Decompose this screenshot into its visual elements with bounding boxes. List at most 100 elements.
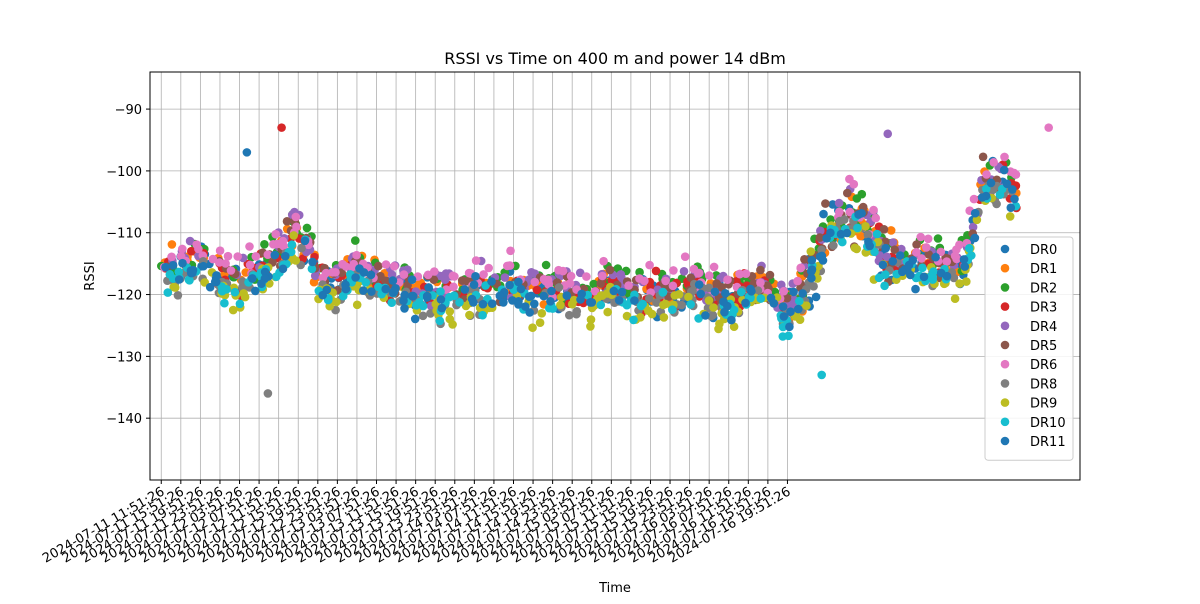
data-point-dr11 — [741, 298, 750, 308]
legend-marker — [1000, 340, 1010, 350]
data-point-dr10 — [965, 244, 974, 253]
legend-label: DR11 — [1030, 435, 1066, 450]
data-point-dr10 — [307, 264, 317, 274]
data-point-dr11 — [807, 265, 817, 274]
data-point-dr6 — [464, 268, 474, 278]
data-point-dr11 — [807, 273, 816, 283]
data-point-dr9 — [950, 294, 960, 304]
data-point-dr11 — [970, 208, 980, 218]
data-point-dr11 — [720, 307, 729, 317]
data-point-dr9 — [528, 323, 537, 333]
data-point-dr9 — [813, 274, 822, 283]
data-point-dr6 — [215, 246, 225, 255]
data-point-dr9 — [598, 291, 607, 300]
data-point-dr4 — [679, 267, 689, 276]
data-point-dr11 — [779, 312, 789, 321]
data-point-dr6 — [352, 250, 361, 260]
data-point-dr8 — [809, 282, 818, 291]
data-point-dr10 — [455, 298, 464, 307]
data-point-dr10 — [967, 251, 976, 260]
data-point-dr6 — [917, 254, 926, 263]
data-point-dr11 — [931, 252, 940, 262]
legend-marker — [1000, 417, 1010, 427]
data-point-dr11 — [388, 276, 398, 285]
data-point-dr11 — [986, 178, 996, 188]
y-axis-label: RSSI — [83, 261, 98, 290]
data-point-dr11 — [888, 257, 898, 266]
data-point-dr8 — [840, 215, 849, 224]
data-point-dr11 — [842, 228, 852, 238]
data-point-dr5 — [821, 199, 830, 208]
data-point-dr11 — [422, 291, 432, 301]
data-point-dr8 — [263, 389, 273, 398]
data-point-dr9 — [852, 244, 861, 254]
data-point-dr6 — [950, 251, 960, 261]
data-point-dr11 — [919, 272, 929, 282]
data-point-dr10 — [880, 281, 889, 291]
data-point-dr10 — [870, 247, 879, 257]
data-point-dr11 — [161, 262, 170, 272]
data-point-dr6 — [226, 266, 236, 275]
data-point-dr4 — [883, 129, 893, 139]
data-point-dr6 — [554, 265, 563, 275]
data-point-dr3 — [532, 285, 542, 295]
data-point-dr10 — [982, 184, 991, 194]
data-point-dr11 — [785, 322, 794, 332]
data-point-dr5 — [978, 152, 988, 162]
data-point-dr11 — [436, 295, 446, 304]
data-point-dr10 — [686, 300, 695, 309]
data-point-dr10 — [756, 294, 766, 303]
data-point-dr11 — [1010, 194, 1019, 204]
data-point-dr6 — [399, 270, 409, 279]
data-point-dr9 — [861, 222, 870, 231]
data-point-dr6 — [176, 251, 186, 261]
legend-label: DR5 — [1030, 339, 1057, 354]
data-point-dr6 — [871, 213, 880, 223]
data-point-dr5 — [890, 245, 899, 254]
data-point-dr11 — [188, 268, 197, 278]
data-point-dr9 — [955, 279, 964, 288]
data-point-dr6 — [942, 257, 951, 266]
data-point-dr8 — [863, 230, 873, 240]
data-point-dr10 — [412, 301, 421, 310]
data-point-dr10 — [881, 270, 890, 279]
data-point-dr11 — [819, 209, 828, 219]
data-point-dr9 — [448, 320, 457, 329]
data-point-dr8 — [645, 294, 654, 303]
data-point-dr11 — [710, 287, 720, 297]
data-point-dr6 — [208, 254, 218, 264]
data-point-dr5 — [879, 225, 889, 234]
data-point-dr6 — [471, 256, 481, 265]
data-point-dr10 — [220, 298, 229, 308]
legend-label: DR4 — [1030, 320, 1057, 335]
data-point-dr11 — [381, 284, 391, 294]
data-point-dr11 — [366, 270, 376, 280]
data-point-dr6 — [1000, 152, 1009, 162]
y-tick-label: −140 — [106, 412, 142, 427]
data-point-dr10 — [596, 300, 606, 310]
data-point-dr2 — [541, 260, 551, 270]
data-point-dr6 — [969, 194, 979, 204]
data-point-dr6 — [221, 259, 230, 268]
data-point-dr9 — [670, 291, 680, 300]
data-point-dr11 — [908, 255, 918, 265]
data-point-dr10 — [638, 299, 647, 309]
data-point-dr6 — [291, 212, 301, 222]
data-point-dr10 — [817, 370, 826, 380]
data-point-dr6 — [599, 256, 608, 266]
data-point-dr5 — [605, 265, 615, 275]
data-point-dr11 — [495, 291, 505, 301]
data-point-dr4 — [834, 198, 844, 208]
data-point-dr2 — [635, 267, 644, 277]
data-point-dr11 — [719, 297, 728, 307]
data-point-dr6 — [565, 279, 575, 288]
data-point-dr6 — [598, 271, 607, 281]
y-axis: −90 −100 −110 −120 −130 −140 — [106, 103, 150, 427]
data-point-dr6 — [694, 268, 704, 278]
data-point-dr10 — [926, 271, 936, 281]
data-point-dr11 — [786, 307, 795, 317]
data-point-dr10 — [323, 295, 333, 305]
data-point-dr11 — [408, 291, 418, 301]
data-point-dr5 — [282, 217, 292, 226]
data-point-dr6 — [341, 262, 351, 271]
